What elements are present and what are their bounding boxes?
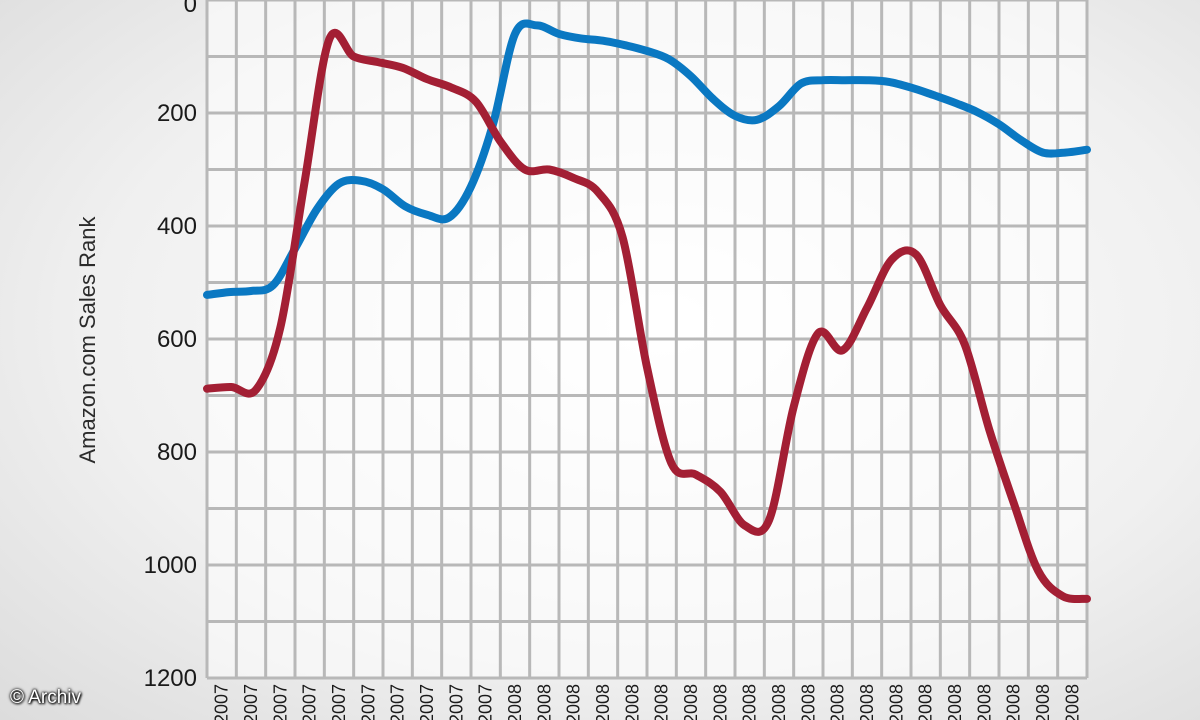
x-tick-label: 2008 (1004, 684, 1024, 720)
watermark: © Archiv (10, 687, 82, 708)
x-tick-label: 2007 (300, 684, 320, 720)
x-tick-label: 2008 (681, 684, 701, 720)
x-tick-label: 2008 (534, 684, 554, 720)
x-tick-label: 2008 (564, 684, 584, 720)
y-tick-label: 0 (184, 0, 197, 18)
x-tick-label: 2008 (1062, 684, 1082, 720)
x-tick-label: 2007 (446, 684, 466, 720)
x-tick-label: 2008 (916, 684, 936, 720)
x-tick-label: 2008 (1033, 684, 1053, 720)
x-tick-label: 2007 (241, 684, 261, 720)
x-tick-label: 2007 (329, 684, 349, 720)
x-tick-label: 2008 (622, 684, 642, 720)
x-tick-label: 2008 (798, 684, 818, 720)
x-tick-label: 2007 (270, 684, 290, 720)
series-lines (203, 19, 1091, 604)
x-tick-label: 2007 (358, 684, 378, 720)
x-tick-label: 2008 (505, 684, 525, 720)
x-tick-label: 2007 (212, 684, 232, 720)
series-line-2 (203, 28, 1091, 604)
x-tick-label: 2007 (388, 684, 408, 720)
x-tick-label: 2008 (886, 684, 906, 720)
y-tick-label: 800 (157, 439, 197, 466)
x-tick-label: 2007 (476, 684, 496, 720)
x-tick-label: 2008 (945, 684, 965, 720)
x-tick-label: 2008 (652, 684, 672, 720)
x-tick-label: 2008 (828, 684, 848, 720)
x-tick-label: 2008 (740, 684, 760, 720)
x-tick-label: 2008 (769, 684, 789, 720)
y-tick-label: 1200 (144, 665, 197, 692)
series-line-1 (203, 19, 1091, 299)
y-tick-labels: 0 200 400 600 800 1000 1200 (144, 0, 197, 692)
x-tick-label: 2007 (417, 684, 437, 720)
x-tick-label: 2008 (593, 684, 613, 720)
x-tick-labels: 2007 2007 2007 2007 2007 2007 2007 2007 2007 2007… (212, 684, 1083, 720)
y-tick-label: 600 (157, 326, 197, 353)
y-tick-label: 1000 (144, 552, 197, 579)
x-tick-label: 2008 (857, 684, 877, 720)
y-tick-label: 200 (157, 100, 197, 127)
y-axis-label: Amazon.com Sales Rank (75, 216, 100, 464)
x-tick-label: 2008 (974, 684, 994, 720)
x-tick-label: 2008 (710, 684, 730, 720)
y-tick-label: 400 (157, 213, 197, 240)
grid (205, 0, 1089, 680)
